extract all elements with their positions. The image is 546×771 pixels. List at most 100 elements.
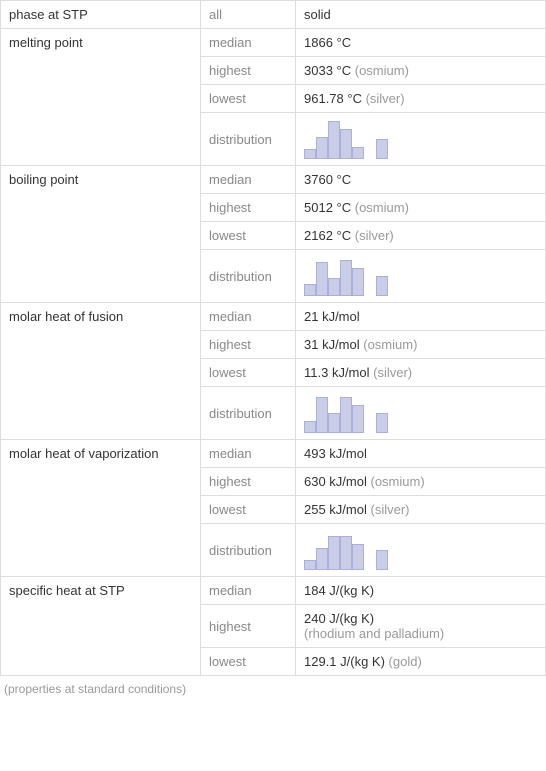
stat-note: (silver) (370, 365, 413, 380)
stat-note: (silver) (367, 502, 410, 517)
distribution-histogram (304, 256, 537, 296)
histogram-bar (376, 413, 388, 433)
histogram-bar (340, 397, 352, 433)
stat-value-cell: 240 J/(kg K)(rhodium and palladium) (296, 605, 546, 648)
stat-label: distribution (201, 524, 296, 577)
stat-value-cell: 2162 °C (silver) (296, 222, 546, 250)
stat-value-cell (296, 113, 546, 166)
histogram-bar (304, 421, 316, 433)
stat-value: 2162 °C (304, 228, 351, 243)
stat-note: (silver) (362, 91, 405, 106)
stat-note: (osmium) (351, 200, 409, 215)
stat-note: (osmium) (367, 474, 425, 489)
table-row: molar heat of vaporizationmedian493 kJ/m… (1, 440, 546, 468)
stat-label: lowest (201, 222, 296, 250)
histogram-bar (316, 137, 328, 159)
histogram-bar (352, 544, 364, 570)
stat-note: (osmium) (360, 337, 418, 352)
stat-value-cell: 3033 °C (osmium) (296, 57, 546, 85)
histogram-bar (304, 284, 316, 296)
stat-label: distribution (201, 387, 296, 440)
table-row: specific heat at STPmedian184 J/(kg K) (1, 577, 546, 605)
stat-label: highest (201, 57, 296, 85)
histogram-bar (328, 121, 340, 159)
stat-label: highest (201, 194, 296, 222)
stat-value-cell: 493 kJ/mol (296, 440, 546, 468)
stat-label: median (201, 29, 296, 57)
footer-note: (properties at standard conditions) (0, 676, 546, 702)
histogram-bar (352, 147, 364, 159)
stat-note: (gold) (385, 654, 422, 669)
stat-value: 255 kJ/mol (304, 502, 367, 517)
table-row: molar heat of fusionmedian21 kJ/mol (1, 303, 546, 331)
stat-note: (silver) (351, 228, 394, 243)
property-name: boiling point (1, 166, 201, 303)
stat-value: 240 J/(kg K) (304, 611, 374, 626)
table-row: boiling pointmedian3760 °C (1, 166, 546, 194)
stat-value: solid (304, 7, 331, 22)
stat-value-cell: 129.1 J/(kg K) (gold) (296, 648, 546, 676)
stat-value: 961.78 °C (304, 91, 362, 106)
stat-label: median (201, 166, 296, 194)
stat-value: 1866 °C (304, 35, 351, 50)
histogram-bar (340, 260, 352, 296)
stat-value-cell (296, 250, 546, 303)
property-name: specific heat at STP (1, 577, 201, 676)
stat-value: 3760 °C (304, 172, 351, 187)
property-name: molar heat of vaporization (1, 440, 201, 577)
distribution-histogram (304, 119, 537, 159)
histogram-bar (352, 268, 364, 296)
histogram-bar (304, 149, 316, 159)
histogram-bar (340, 129, 352, 159)
histogram-bar (376, 276, 388, 296)
stat-value-cell (296, 524, 546, 577)
histogram-bar (376, 139, 388, 159)
histogram-bar (328, 413, 340, 433)
property-name: melting point (1, 29, 201, 166)
stat-label: lowest (201, 648, 296, 676)
property-name: phase at STP (1, 1, 201, 29)
stat-value-cell: 1866 °C (296, 29, 546, 57)
histogram-bar (304, 560, 316, 570)
histogram-bar (316, 548, 328, 570)
table-row: melting pointmedian1866 °C (1, 29, 546, 57)
histogram-bar (328, 536, 340, 570)
distribution-histogram (304, 393, 537, 433)
table-row: phase at STPall solid (1, 1, 546, 29)
histogram-bar (340, 536, 352, 570)
stat-label: all (201, 1, 296, 29)
histogram-bar (376, 550, 388, 570)
stat-label: lowest (201, 85, 296, 113)
stat-value-cell: 5012 °C (osmium) (296, 194, 546, 222)
stat-label: highest (201, 331, 296, 359)
stat-value-cell: 961.78 °C (silver) (296, 85, 546, 113)
stat-note: (rhodium and palladium) (304, 626, 444, 641)
stat-label: highest (201, 468, 296, 496)
stat-value: 184 J/(kg K) (304, 583, 374, 598)
stat-value-cell: solid (296, 1, 546, 29)
stat-label: highest (201, 605, 296, 648)
stat-value: 5012 °C (304, 200, 351, 215)
stat-value: 3033 °C (304, 63, 351, 78)
stat-label: median (201, 577, 296, 605)
distribution-histogram (304, 530, 537, 570)
histogram-bar (328, 278, 340, 296)
stat-value: 493 kJ/mol (304, 446, 367, 461)
stat-value-cell: 255 kJ/mol (silver) (296, 496, 546, 524)
property-name: molar heat of fusion (1, 303, 201, 440)
stat-label: median (201, 440, 296, 468)
stat-label: lowest (201, 359, 296, 387)
stat-value-cell: 184 J/(kg K) (296, 577, 546, 605)
stat-note: (osmium) (351, 63, 409, 78)
stat-value-cell: 31 kJ/mol (osmium) (296, 331, 546, 359)
stat-label: distribution (201, 113, 296, 166)
stat-value-cell: 11.3 kJ/mol (silver) (296, 359, 546, 387)
stat-value: 11.3 kJ/mol (304, 365, 370, 380)
stat-value-cell: 3760 °C (296, 166, 546, 194)
stat-value: 21 kJ/mol (304, 309, 360, 324)
stat-value: 630 kJ/mol (304, 474, 367, 489)
histogram-bar (352, 405, 364, 433)
stat-label: median (201, 303, 296, 331)
stat-value-cell: 21 kJ/mol (296, 303, 546, 331)
stat-label: distribution (201, 250, 296, 303)
